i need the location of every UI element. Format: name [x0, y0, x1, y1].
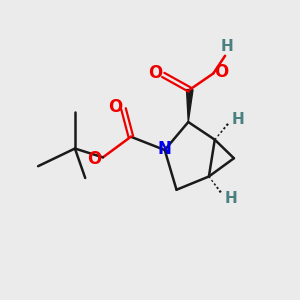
Text: N: N: [158, 140, 172, 158]
Text: H: H: [220, 39, 233, 54]
Text: O: O: [148, 64, 162, 82]
Text: H: H: [232, 112, 245, 127]
Text: O: O: [214, 63, 229, 81]
Text: O: O: [88, 150, 102, 168]
Text: H: H: [225, 191, 237, 206]
Text: O: O: [108, 98, 122, 116]
Polygon shape: [187, 89, 193, 122]
